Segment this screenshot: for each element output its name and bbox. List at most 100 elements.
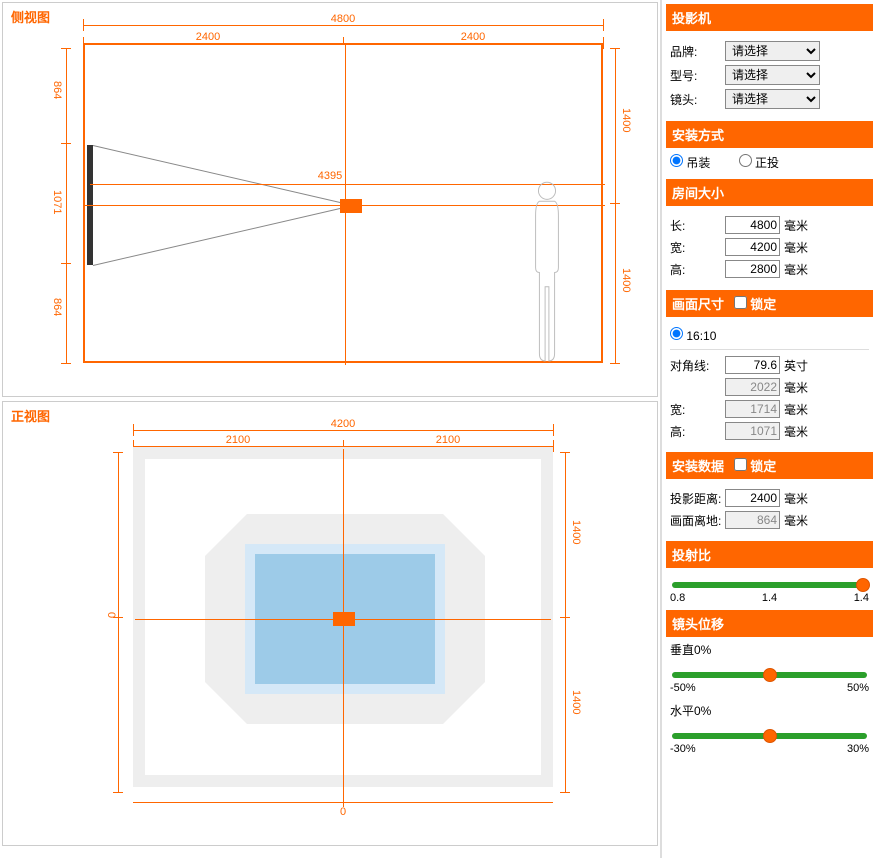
dim-front-right-t: 1400 [570,520,582,544]
settings-sidebar: 投影机 品牌: 请选择 型号: 请选择 镜头: 请选择 安装方式 吊装 正投 房… [660,0,877,858]
unit-inch: 英寸 [784,357,808,374]
throw-mid: 1.4 [762,592,777,604]
model-select[interactable]: 请选择 [725,65,820,85]
throw-distance-label: 4395 [305,170,355,182]
projector-icon[interactable] [340,199,362,213]
lens-label: 镜头: [670,91,725,108]
dim-left-zero: 0 [105,612,117,618]
dim-tick [553,440,554,452]
mount-lock-checkbox[interactable]: 锁定 [734,459,777,474]
horz-shift-slider[interactable]: -30% 30% [666,719,873,759]
projector-icon[interactable] [333,612,355,626]
dim-tick [560,792,570,793]
dim-top-gap: 864 [51,81,63,99]
room-length-input[interactable] [725,216,780,234]
dim-tick [610,48,620,49]
throw-cone-bot [93,207,345,266]
dim-tick [560,617,570,618]
throw-max: 1.4 [854,592,869,604]
crosshair-v [343,449,344,805]
section-install-body: 吊装 正投 [666,148,873,177]
diag-label: 对角线: [670,357,725,374]
section-mount-header: 安装数据 锁定 [666,452,873,479]
screen-height-label: 高: [670,423,725,440]
dim-line [66,48,67,363]
throw-min: 0.8 [670,592,685,604]
side-view-panel: 侧视图 4800 2400 2400 864 1071 864 1400 140… [2,2,658,397]
room-width-input[interactable] [725,238,780,256]
dim-screen-h: 1071 [51,190,63,214]
dim-room-width: 4800 [303,13,383,25]
section-room-header: 房间大小 [666,179,873,206]
brand-select[interactable]: 请选择 [725,41,820,61]
model-label: 型号: [670,67,725,84]
dim-tick [553,424,554,436]
dim-tick [560,452,570,453]
room-height-input[interactable] [725,260,780,278]
aspect-16-10-radio[interactable]: 16:10 [670,327,716,343]
install-ceiling-radio[interactable]: 吊装 [670,156,710,170]
ground-label: 画面离地: [670,512,725,529]
vert-min: -50% [670,682,696,694]
horz-shift-label: 水平0% [670,702,873,719]
person-icon [528,180,566,365]
lens-select[interactable]: 请选择 [725,89,820,109]
unit-mm: 毫米 [784,239,808,256]
dim-tick [610,363,620,364]
horz-max: 30% [847,743,869,755]
unit-mm: 毫米 [784,401,808,418]
screen-width-label: 宽: [670,401,725,418]
screen-header-text: 画面尺寸 [672,297,724,312]
unit-mm: 毫米 [784,512,808,529]
dim-line [133,430,553,431]
unit-mm: 毫米 [784,217,808,234]
diag-mm-input [725,378,780,396]
dim-tick [133,424,134,436]
front-room-box [133,447,553,787]
vert-shift-label: 垂直0% [670,641,873,658]
brand-label: 品牌: [670,43,725,60]
section-projector-body: 品牌: 请选择 型号: 请选择 镜头: 请选择 [666,31,873,119]
section-room-body: 长: 毫米 宽: 毫米 高: 毫米 [666,206,873,288]
dim-tick [603,19,604,31]
section-mount-body: 投影距离: 毫米 画面离地: 毫米 [666,479,873,539]
front-view-panel: 正视图 4200 2100 2100 0 1400 1400 0 [2,401,658,846]
vert-shift-slider[interactable]: -50% 50% [666,658,873,698]
unit-mm: 毫米 [784,490,808,507]
main-canvas-area: 侧视图 4800 2400 2400 864 1071 864 1400 140… [0,0,660,858]
section-install-header: 安装方式 [666,121,873,148]
diag-inch-input[interactable] [725,356,780,374]
dim-line [615,48,616,363]
dim-tick [610,203,620,204]
dim-bottom-zero: 0 [333,806,353,818]
throw-input[interactable] [725,489,780,507]
dim-bot-gap: 864 [51,298,63,316]
section-projector-header: 投影机 [666,4,873,31]
dim-front-width: 4200 [313,418,373,430]
dim-half-left: 2400 [178,31,238,43]
dim-line [83,25,603,26]
dim-tick [603,37,604,49]
horz-min: -30% [670,743,696,755]
section-screen-header: 画面尺寸 锁定 [666,290,873,317]
room-length-label: 长: [670,217,725,234]
unit-mm: 毫米 [784,261,808,278]
dim-front-half-l: 2100 [208,434,268,446]
room-width-label: 宽: [670,239,725,256]
dim-tick [83,19,84,31]
dim-half-right: 2400 [443,31,503,43]
screen-lock-checkbox[interactable]: 锁定 [734,297,777,312]
section-lens-shift-header: 镜头位移 [666,610,873,637]
screen-width-input [725,400,780,418]
room-height-label: 高: [670,261,725,278]
dim-line [118,452,119,792]
dim-right-top: 1400 [620,108,632,132]
dim-front-half-r: 2100 [418,434,478,446]
install-front-radio[interactable]: 正投 [739,156,779,170]
throw-ratio-slider[interactable]: 0.8 1.4 1.4 [666,568,873,608]
side-view-title: 侧视图 [11,7,50,26]
side-room-box: 4395 [83,43,603,363]
ground-input [725,511,780,529]
mount-header-text: 安装数据 [672,459,724,474]
throw-label: 投影距离: [670,490,725,507]
